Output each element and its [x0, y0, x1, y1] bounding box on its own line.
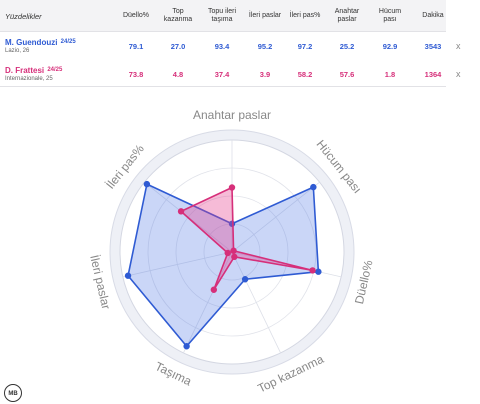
table-header: Yüzdelikler: [0, 0, 446, 31]
remove-player-button[interactable]: x: [456, 69, 461, 79]
radar-point: [315, 268, 322, 275]
player-season: 24/25: [60, 39, 76, 45]
radar-point: [241, 276, 249, 283]
column-header: İleri pas%: [289, 12, 321, 19]
radar-axis-label: Anahtar paslar: [193, 108, 271, 122]
stat-value: 1364: [424, 70, 442, 79]
stat-value: 57.6: [339, 70, 355, 79]
radar-point: [124, 272, 132, 279]
radar-point: [309, 267, 316, 274]
radar-spoke: [122, 251, 233, 278]
radar-spoke: [231, 181, 320, 253]
stat-value: 25.2: [339, 42, 355, 51]
stat-value: 1.8: [384, 70, 396, 79]
radar-axis-label: Düello%: [352, 258, 376, 305]
radar-point: [230, 247, 237, 254]
row-divider: [0, 31, 446, 32]
stat-value: 3543: [424, 42, 442, 51]
column-header: Düello%: [122, 12, 150, 19]
stat-value: 95.2: [257, 42, 273, 51]
stat-value: 4.8: [172, 70, 184, 79]
stat-value: 79.1: [128, 42, 144, 51]
stat-value: 92.9: [382, 42, 398, 51]
row-divider: [0, 86, 446, 87]
radar-axis-label: İleri paslar: [87, 254, 113, 311]
radar-point: [177, 208, 185, 215]
brand-logo: MB: [4, 384, 22, 402]
player-club: Lazio, 26: [5, 48, 30, 54]
radar-point: [143, 180, 151, 188]
remove-player-button[interactable]: x: [456, 41, 461, 51]
player-row: M. Guendouzi 24/25 Lazio, 26 79.1 27.0 93.4 9…: [0, 31, 461, 59]
player-club: Internazionale, 25: [5, 76, 53, 82]
radar-point: [231, 253, 238, 261]
column-header: Dakika: [422, 12, 444, 19]
player-season: 24/25: [47, 67, 63, 73]
header-label: Yüzdelikler: [5, 12, 42, 21]
stat-value: 27.0: [170, 42, 186, 51]
column-header: Anahtar paslar: [334, 8, 360, 23]
stat-value: 58.2: [297, 70, 313, 79]
stat-value: 37.4: [214, 70, 230, 79]
radar-point: [210, 286, 218, 293]
radar-point: [224, 249, 231, 257]
column-header: Hücum pası: [378, 8, 402, 23]
player-row: D. Frattesi 24/25 Internazionale, 25 73.8 4…: [0, 59, 461, 87]
stat-value: 3.9: [259, 70, 271, 79]
stat-value: 97.2: [297, 42, 313, 51]
radar-spoke: [231, 251, 281, 354]
radar-point: [310, 183, 317, 191]
stat-value: 93.4: [214, 42, 230, 51]
column-header: Topu ileri taşıma: [207, 8, 237, 23]
radar-spoke: [183, 251, 233, 354]
radar-series-area: [180, 186, 314, 291]
player-name: D. Frattesi 24/25: [5, 66, 63, 75]
column-header: Top kazanma: [163, 8, 193, 23]
column-header: İleri paslar: [248, 12, 282, 19]
stat-value: 73.8: [128, 70, 144, 79]
player-name: M. Guendouzi 24/25: [5, 38, 76, 47]
radar-point: [183, 343, 190, 350]
radar-point: [228, 184, 236, 191]
